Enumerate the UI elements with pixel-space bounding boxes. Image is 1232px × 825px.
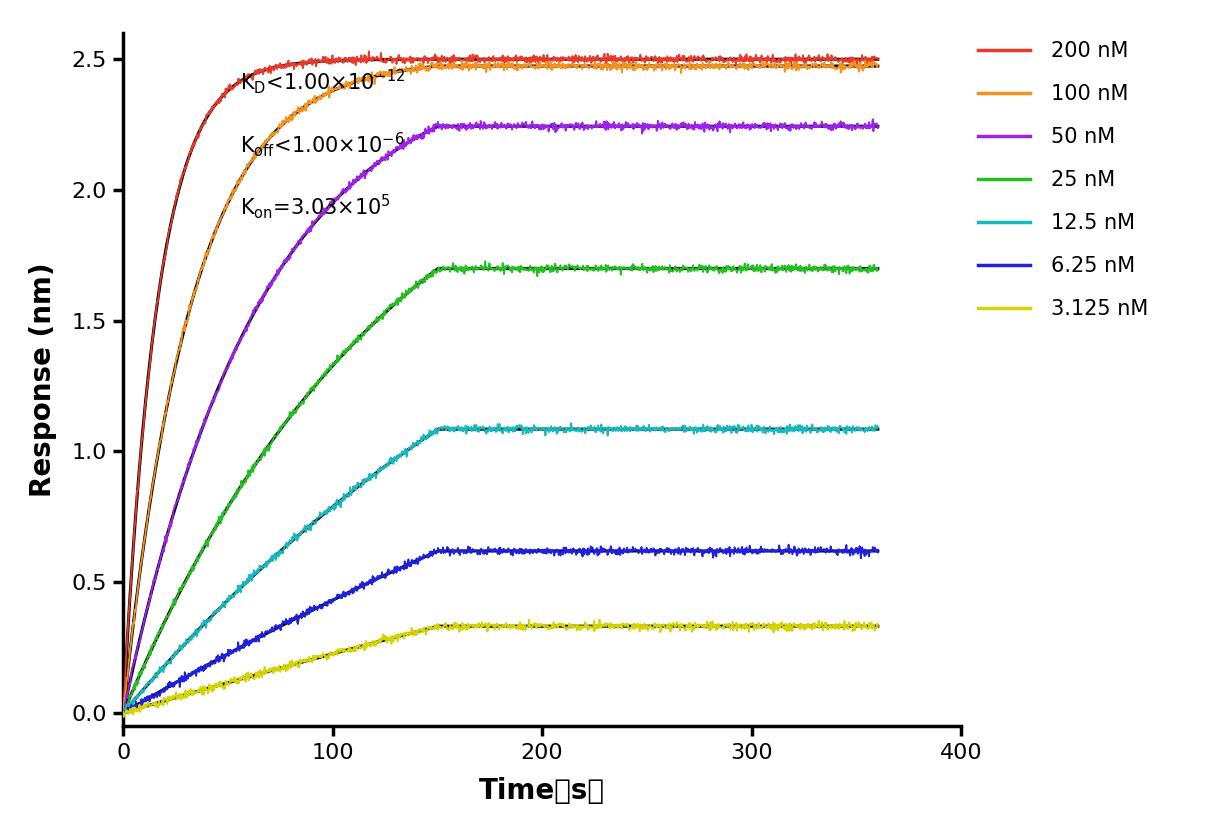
50 nM [871,123,886,133]
Line: 100 nM: 100 nM [123,60,878,714]
25 nM [561,265,575,275]
100 nM [702,55,717,65]
12.5 nM [357,474,372,483]
25 nM [739,266,754,276]
Line: 3.125 nM: 3.125 nM [123,620,878,717]
100 nM [871,60,886,70]
3.125 nM [116,707,131,717]
50 nM [580,125,595,134]
200 nM [871,54,886,64]
12.5 nM [379,460,394,470]
50 nM [357,173,372,183]
25 nM [582,265,596,275]
6.25 nM [379,569,394,579]
6.25 nM [738,547,753,557]
12.5 nM [447,423,462,433]
100 nM [357,74,372,84]
200 nM [361,46,376,56]
25 nM [871,266,886,276]
200 nM [357,50,372,60]
6.25 nM [781,540,796,549]
200 nM [582,55,596,65]
25 nM [379,304,394,314]
Text: K$_{\mathrm{on}}$=3.03×10$^{5}$: K$_{\mathrm{on}}$=3.03×10$^{5}$ [240,192,392,221]
6.25 nM [357,580,372,590]
100 nM [561,60,575,70]
50 nM [561,120,575,130]
Text: K$_{\mathrm{off}}$<1.00×10$^{-6}$: K$_{\mathrm{off}}$<1.00×10$^{-6}$ [240,130,405,159]
200 nM [379,55,394,65]
6.25 nM [561,546,575,556]
3.125 nM [739,620,754,630]
3.125 nM [593,615,607,625]
6.25 nM [580,544,595,554]
3.125 nM [582,625,596,634]
12.5 nM [116,711,131,721]
Text: K$_{\mathrm{D}}$<1.00×10$^{-12}$: K$_{\mathrm{D}}$<1.00×10$^{-12}$ [240,68,405,97]
3.125 nM [357,642,372,652]
6.25 nM [116,710,131,719]
12.5 nM [582,423,596,433]
Line: 200 nM: 200 nM [123,51,878,714]
6.25 nM [871,548,886,558]
3.125 nM [117,712,132,722]
50 nM [865,114,880,124]
50 nM [447,122,462,132]
12.5 nM [564,418,579,428]
200 nM [448,53,463,63]
200 nM [739,50,754,59]
50 nM [738,124,753,134]
100 nM [739,60,754,70]
Y-axis label: Response (nm): Response (nm) [30,262,57,497]
100 nM [379,67,394,77]
Line: 50 nM: 50 nM [123,119,878,716]
50 nM [379,151,394,161]
Line: 6.25 nM: 6.25 nM [123,544,878,714]
25 nM [447,266,462,276]
200 nM [116,709,131,719]
25 nM [357,328,372,338]
Legend: 200 nM, 100 nM, 50 nM, 25 nM, 12.5 nM, 6.25 nM, 3.125 nM: 200 nM, 100 nM, 50 nM, 25 nM, 12.5 nM, 6… [970,33,1156,328]
12.5 nM [561,424,575,434]
12.5 nM [871,422,886,431]
Line: 25 nM: 25 nM [123,262,878,715]
25 nM [116,710,131,720]
100 nM [447,63,462,73]
50 nM [116,711,131,721]
200 nM [561,54,575,64]
3.125 nM [379,638,394,648]
100 nM [580,62,595,72]
3.125 nM [448,618,463,628]
25 nM [478,257,493,266]
Line: 12.5 nM: 12.5 nM [123,423,878,716]
12.5 nM [739,424,754,434]
6.25 nM [447,545,462,555]
100 nM [116,709,131,719]
3.125 nM [871,621,886,631]
3.125 nM [561,624,575,634]
X-axis label: Time（s）: Time（s） [479,776,605,804]
